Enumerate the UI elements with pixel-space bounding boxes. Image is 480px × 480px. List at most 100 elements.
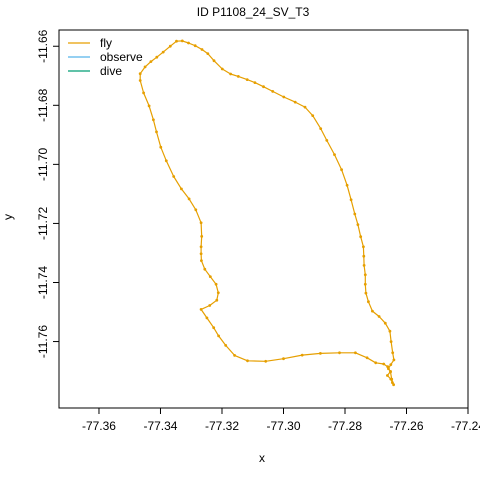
track-point-fly xyxy=(142,92,145,95)
track-point-fly xyxy=(319,352,322,355)
track-point-fly xyxy=(233,354,236,357)
track-point-fly xyxy=(165,159,168,162)
legend-label-fly: fly xyxy=(100,36,112,50)
track-point-fly xyxy=(206,52,209,55)
track-point-fly xyxy=(354,351,357,354)
track-point-fly xyxy=(194,44,197,47)
track-point-fly xyxy=(200,221,203,224)
track-point-fly xyxy=(221,68,224,71)
track-point-fly xyxy=(229,73,232,76)
track-point-fly xyxy=(181,40,184,43)
track-point-fly xyxy=(200,308,203,311)
track-point-fly xyxy=(237,75,240,78)
chart-title: ID P1108_24_SV_T3 xyxy=(197,5,310,19)
y-tick-label: -11.72 xyxy=(36,207,50,240)
track-point-fly xyxy=(144,66,147,69)
track-point-fly xyxy=(159,146,162,149)
track-point-fly xyxy=(319,127,322,130)
track-point-fly xyxy=(382,363,385,366)
track-point-fly xyxy=(390,340,393,343)
track-point-fly xyxy=(152,118,155,121)
track-line-fly xyxy=(140,41,394,385)
x-tick-label: -77.24 xyxy=(451,419,480,433)
x-tick-label: -77.28 xyxy=(328,419,362,433)
track-point-fly xyxy=(386,374,389,377)
track-point-fly xyxy=(203,268,206,271)
track-point-fly xyxy=(208,304,211,307)
track-point-fly xyxy=(390,378,393,381)
track-point-fly xyxy=(188,198,191,201)
track-point-fly xyxy=(389,371,392,374)
track-point-fly xyxy=(217,291,220,294)
track-point-fly xyxy=(139,72,142,75)
track-point-fly xyxy=(206,317,209,320)
track-point-fly xyxy=(391,351,394,354)
track-point-fly xyxy=(215,299,218,302)
track-point-fly xyxy=(363,264,366,267)
track-point-fly xyxy=(212,326,215,329)
track-point-fly xyxy=(175,40,178,43)
legend-label-dive: dive xyxy=(100,64,122,78)
y-tick-label: -11.66 xyxy=(36,29,50,62)
track-point-fly xyxy=(384,322,387,325)
track-point-fly xyxy=(311,114,314,117)
legend-label-observe: observe xyxy=(100,50,143,64)
track-point-fly xyxy=(148,105,151,108)
x-axis: -77.36 -77.34 -77.32 -77.30 -77.28 -77.26 -77.… xyxy=(82,408,480,433)
track-point-fly xyxy=(169,45,172,48)
track-point-fly xyxy=(389,363,392,366)
track-point-fly xyxy=(362,255,365,258)
track-point-fly xyxy=(301,354,304,357)
track-point-fly xyxy=(304,106,307,109)
track-point-fly xyxy=(282,357,285,360)
y-tick-label: -11.76 xyxy=(36,325,50,358)
track-point-fly xyxy=(180,188,183,191)
track-point-fly xyxy=(340,168,343,171)
track-point-fly xyxy=(362,245,365,248)
track-point-fly xyxy=(200,259,203,262)
track-point-fly xyxy=(264,360,267,363)
track-point-fly xyxy=(209,275,212,278)
track-point-fly xyxy=(172,175,175,178)
track-point-fly xyxy=(367,300,370,303)
track-point-fly xyxy=(371,310,374,313)
track-point-fly xyxy=(187,42,190,45)
track-point-fly xyxy=(200,252,203,255)
track-point-fly xyxy=(338,351,341,354)
x-tick-label: -77.26 xyxy=(389,419,423,433)
track-point-fly xyxy=(215,283,218,286)
x-tick-label: -77.34 xyxy=(143,419,177,433)
y-tick-label: -11.70 xyxy=(36,147,50,180)
track-point-fly xyxy=(194,208,197,211)
track-point-fly xyxy=(254,81,257,84)
track-point-fly xyxy=(162,51,165,54)
track-point-fly xyxy=(357,223,360,226)
x-tick-label: -77.36 xyxy=(82,419,116,433)
track-point-fly xyxy=(217,335,220,338)
track-point-fly xyxy=(294,101,297,104)
track-point-fly xyxy=(393,359,396,362)
track-point-fly xyxy=(392,383,395,386)
track-point-fly xyxy=(155,131,158,134)
track-point-fly xyxy=(224,344,227,347)
track-point-fly xyxy=(346,184,349,187)
track-point-fly xyxy=(155,56,158,59)
track-point-fly xyxy=(325,139,328,142)
x-tick-label: -77.32 xyxy=(205,419,239,433)
series-layer xyxy=(139,40,396,387)
track-point-fly xyxy=(378,315,381,318)
track-point-fly xyxy=(200,235,203,238)
track-point-fly xyxy=(246,359,249,362)
track-point-fly xyxy=(262,85,265,88)
track-point-fly xyxy=(389,330,392,333)
y-axis: -11.66 -11.68 -11.70 -11.72 -11.74 -11.76 xyxy=(36,29,59,358)
track-point-fly xyxy=(350,198,353,201)
track-point-fly xyxy=(364,273,367,276)
y-tick-label: -11.74 xyxy=(36,266,50,299)
track-point-fly xyxy=(271,90,274,93)
track-point-fly xyxy=(359,235,362,238)
track-point-fly xyxy=(353,213,356,216)
y-tick-label: -11.68 xyxy=(36,88,50,121)
track-point-fly xyxy=(364,283,367,286)
